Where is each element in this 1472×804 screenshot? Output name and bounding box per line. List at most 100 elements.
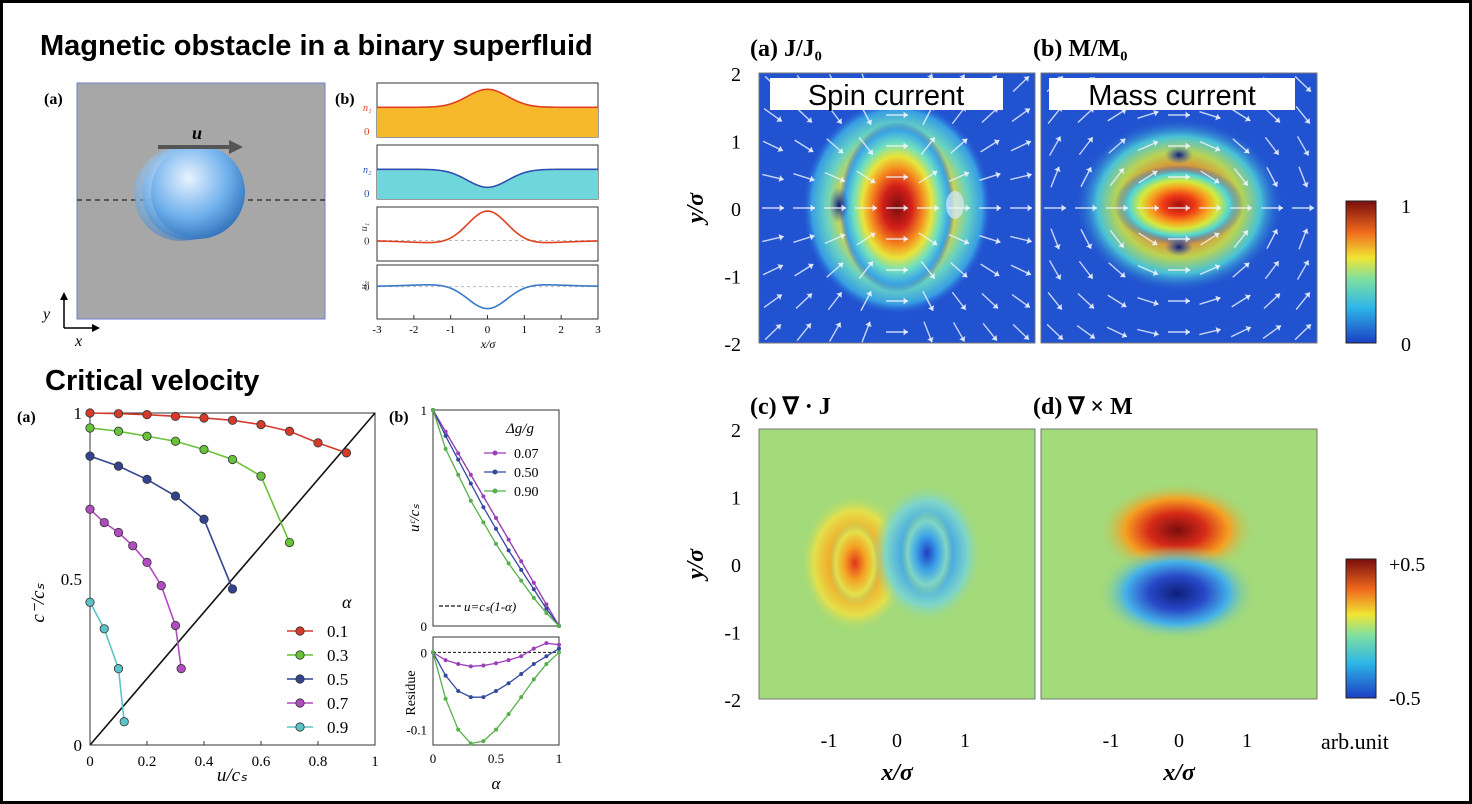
chart-b-upper-frame bbox=[432, 409, 560, 627]
arrowsB-head-8-7 bbox=[1304, 292, 1310, 299]
chart-b-lower-point-0.07-1 bbox=[443, 658, 448, 663]
chart-a-legend-marker-0.5 bbox=[295, 674, 305, 684]
arrowsB-head-1-8 bbox=[1089, 333, 1095, 339]
arrowsB-head-3-8 bbox=[1153, 330, 1159, 337]
mass-current-box bbox=[1049, 78, 1295, 110]
arrowsA-head-4-6 bbox=[903, 266, 908, 274]
chart-b-lower-point-0.07-4 bbox=[481, 663, 486, 668]
chart-b-lower-point-0.90-0 bbox=[431, 650, 435, 655]
chart-b-upper-point-0.90-8 bbox=[531, 595, 536, 600]
chart-a-point-0.5-0 bbox=[85, 451, 95, 461]
chart-b-upper-point-0.90-9 bbox=[544, 611, 549, 616]
arrowsA-head-6-8 bbox=[959, 335, 966, 342]
arrowsA-head-5-7 bbox=[927, 305, 935, 311]
heatmap-b-hole-top bbox=[1165, 146, 1193, 164]
bl-chart-b: 100-0.10 0.5 1αuᶜ/cₛResidueΔg/g0.070.500.9… bbox=[404, 403, 562, 793]
arrowsA-head-3-6 bbox=[867, 261, 873, 267]
chart-b-lower-point-0.07-7 bbox=[519, 654, 524, 659]
arrowsB-head-6-3 bbox=[1242, 180, 1248, 186]
arrowsA-head-4-8 bbox=[903, 328, 908, 336]
arrowsB-head-4-5 bbox=[1185, 235, 1190, 243]
arrowsA-head-3-3 bbox=[869, 177, 876, 184]
chart-b-xtick-0: 0 bbox=[430, 751, 437, 766]
arrowsB-head-5-3 bbox=[1213, 177, 1220, 184]
arrowsB-head-2-3 bbox=[1118, 168, 1124, 174]
arrowsA-head-1-5 bbox=[809, 233, 815, 241]
chart-a-point-0.7-6 bbox=[170, 620, 181, 631]
arrowsA-head-1-3 bbox=[809, 175, 815, 183]
chart-b-lower-frame bbox=[432, 636, 560, 746]
chart-b-upper-point-0.90-7 bbox=[519, 578, 524, 583]
heatmap-c-positive-core bbox=[829, 521, 881, 605]
chart-a-point-0.1-8 bbox=[313, 438, 323, 448]
arrowsB-head-5-7 bbox=[1215, 295, 1221, 303]
arrowsB-head-0-2 bbox=[1055, 136, 1062, 143]
arrowsA-head-8-3 bbox=[1026, 172, 1032, 179]
chart-a-point-0.1-3 bbox=[170, 411, 181, 421]
heatmap-a-hole-left bbox=[829, 187, 849, 223]
arrowsB-head-3-4 bbox=[1154, 204, 1159, 212]
arrowsB-head-4-8 bbox=[1185, 328, 1190, 336]
arrowsB-head-4-1 bbox=[1185, 111, 1190, 119]
chart-b-upper-point-0.07-3 bbox=[468, 472, 473, 477]
chart-b-lower-point-0.50-3 bbox=[468, 695, 473, 700]
chart-b-lower-point-0.90-6 bbox=[506, 712, 511, 717]
arrowsA-head-6-6 bbox=[961, 271, 968, 278]
heatmap-frame-a bbox=[758, 72, 1036, 344]
right-axes: 2 1 0 -1 -2 y/σ 2 1 0 -1 -2 y/σ -1 0 1 x/σ -1 0 1 x/σ bbox=[683, 64, 1318, 786]
arrowsA-head-7-4 bbox=[996, 204, 1001, 212]
tl-u-label: u bbox=[192, 123, 202, 143]
arrowsB-head-1-3 bbox=[1085, 167, 1093, 173]
arrowsA-head-2-5 bbox=[839, 233, 846, 240]
chart-a-point-0.3-6 bbox=[256, 471, 266, 481]
chart-b-upper-point-0.90-2 bbox=[456, 472, 461, 477]
chart-b-upper-point-0.07-4 bbox=[481, 494, 486, 499]
profile-zero-3: 0 bbox=[364, 235, 370, 247]
profile-label-1: n₁ bbox=[363, 103, 371, 114]
chart-b-lower-point-0.07-6 bbox=[506, 658, 511, 663]
title-c: (c) ∇ · J bbox=[750, 394, 831, 420]
heatmap-c-negative-core bbox=[901, 511, 953, 595]
chart-a-frame bbox=[89, 412, 376, 746]
arrowsB-head-2-8 bbox=[1121, 331, 1127, 339]
chart-a-point-0.1-7 bbox=[284, 426, 295, 436]
chart-b-lower-point-0.50-10 bbox=[557, 646, 561, 651]
chart-b-lower-point-0.90-2 bbox=[456, 727, 461, 732]
bl-chart-a: 0 0.5 1 0 0.2 0.4 0.6 0.8 1 c⁻/cₛ u/cₛ α 0.1 0.3 0.5 0.… bbox=[28, 404, 379, 786]
chart-b-upper-point-0.50-3 bbox=[468, 481, 473, 486]
chart-a-legend-marker-0.7 bbox=[295, 698, 305, 708]
arrowsB-head-2-2 bbox=[1119, 138, 1126, 145]
arrowsA-head-0-4 bbox=[779, 204, 784, 212]
arrowsA-head-7-3 bbox=[995, 171, 1001, 179]
arrowsB-head-5-8 bbox=[1215, 327, 1221, 334]
arrowsB-head-8-3 bbox=[1302, 181, 1309, 188]
chart-a-point-0.3-3 bbox=[170, 436, 181, 446]
tl-ball bbox=[151, 145, 245, 239]
arrowsB-head-7-7 bbox=[1274, 293, 1281, 300]
chart-a-point-0.3-1 bbox=[113, 426, 124, 436]
chart-b-lower-point-0.50-2 bbox=[456, 689, 461, 693]
profile-label-2: n₂ bbox=[363, 165, 372, 176]
arrowsA-head-2-2 bbox=[837, 147, 844, 154]
arrowsA-head-5-2 bbox=[929, 137, 935, 143]
chart-a-series-line-0.1 bbox=[89, 412, 347, 454]
colorbar-top-max: 1 bbox=[1401, 196, 1411, 218]
chart-a-point-0.5-2 bbox=[142, 474, 152, 484]
arrowsA-head-7-6 bbox=[993, 270, 1000, 277]
right-ytick-0-1: 1 bbox=[731, 132, 741, 154]
arrowsA-head-4-3 bbox=[903, 173, 908, 181]
chart-b-lower-point-0.07-3 bbox=[468, 664, 473, 669]
chart-b-xlabel: α bbox=[492, 774, 502, 793]
chart-a-point-0.5-4 bbox=[199, 514, 209, 524]
arrowsA-head-6-2 bbox=[961, 138, 968, 145]
arrowsB-head-2-7 bbox=[1120, 301, 1127, 308]
right-xlabel-0: x/σ bbox=[880, 760, 914, 786]
profile-xtick-label-3: 0 bbox=[485, 324, 491, 336]
arrowsB-head-5-4 bbox=[1216, 204, 1221, 212]
figure-canvas: Magnetic obstacle in a binary superfluid… bbox=[17, 30, 1425, 793]
chart-a-point-0.7-4 bbox=[142, 557, 152, 568]
arrowsA-head-7-8 bbox=[991, 334, 997, 341]
heatmap-frame-b bbox=[1040, 72, 1318, 344]
arrowsB-head-5-1 bbox=[1215, 113, 1221, 121]
chart-a-point-0.7-5 bbox=[156, 581, 166, 591]
